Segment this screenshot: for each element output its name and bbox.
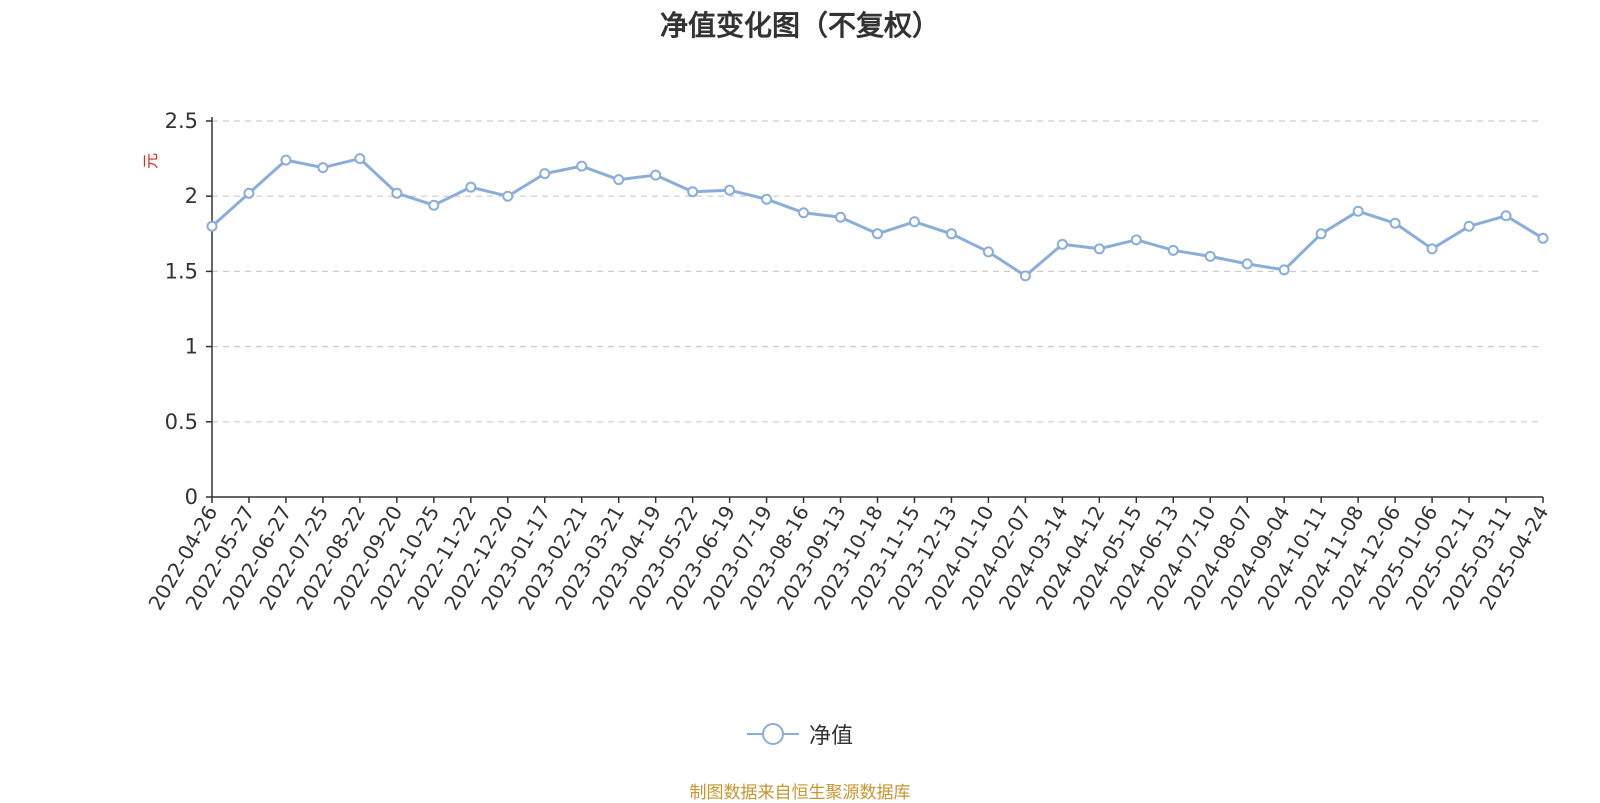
data-point [1019,270,1031,282]
axes [206,117,1544,503]
data-point [1167,244,1179,256]
data-point [1426,243,1438,255]
legend-line-circle-icon [746,723,799,745]
chart-title: 净值变化图（不复权） [659,9,940,42]
data-point [687,186,699,198]
series-line-layer [210,157,1544,278]
data-point [1278,264,1290,276]
data-point [576,160,588,172]
data-point [908,216,920,228]
legend-label: 净值 [808,724,853,749]
y-axis-label: 元 [141,153,160,169]
data-point [1093,243,1105,255]
data-point [982,246,994,258]
data-point [539,168,551,180]
data-point [1537,232,1549,244]
data-point [317,162,329,174]
data-source-note: 制图数据来自恒生聚源数据库 [689,783,911,803]
legend[interactable]: 净值 [0,718,1600,750]
data-point [872,228,883,240]
data-point [1500,210,1512,222]
data-point [1463,220,1475,232]
y-tick-label: 2 [185,184,198,208]
series-line [210,157,1544,278]
data-point [724,184,736,196]
data-point [206,220,218,232]
grid-lines [212,120,1543,423]
data-point [798,207,810,219]
y-tick-label: 0.5 [165,410,198,434]
data-point [354,153,366,165]
data-point [1389,217,1401,229]
data-point [243,187,255,199]
y-tick-label: 1 [185,335,198,359]
data-point [1352,205,1364,217]
data-point [650,169,662,181]
data-point [761,193,773,205]
data-point [1130,234,1142,246]
data-point [1315,228,1327,240]
data-point [1056,238,1068,250]
data-point [945,228,957,240]
tick-labels: 00.511.522.5元2022-04-262022-05-272022-06… [141,109,1553,614]
data-point [428,199,440,211]
data-point [613,174,625,186]
y-tick-label: 0 [185,485,198,509]
y-tick-label: 1.5 [165,259,198,283]
data-point [465,181,477,193]
data-point [1204,250,1216,262]
data-point [280,154,292,166]
data-point [835,211,847,223]
data-points [206,153,1549,282]
data-point [502,190,514,202]
y-tick-label: 2.5 [165,109,198,133]
data-point [1241,258,1253,270]
data-point [391,187,403,199]
